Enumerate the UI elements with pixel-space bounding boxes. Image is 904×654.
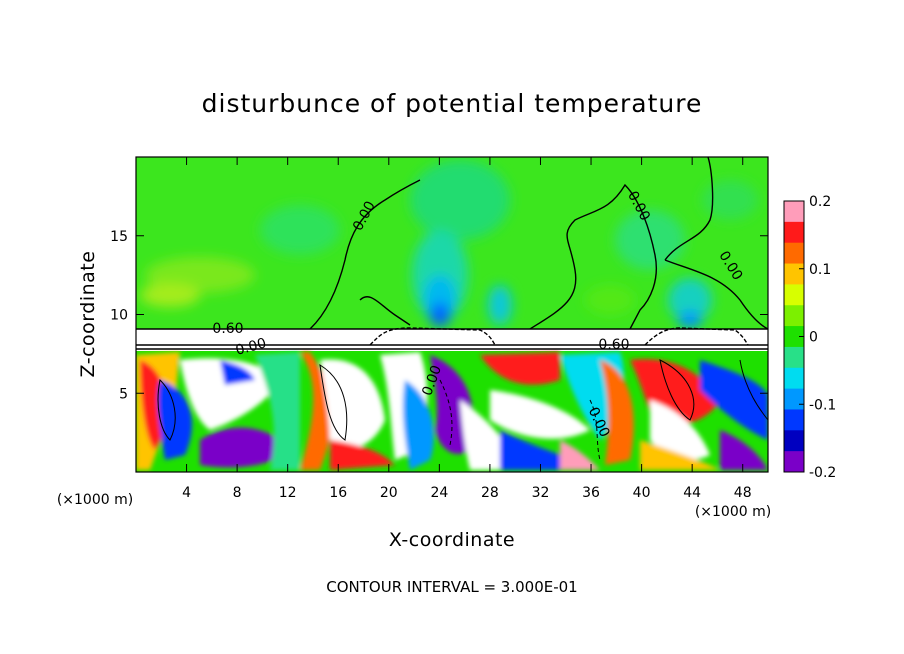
x-tick-label: 32 (532, 485, 550, 501)
contour-inv-bottom (136, 344, 768, 350)
contour-low-5 (589, 399, 601, 461)
colorbar-swatch (784, 326, 804, 348)
x-axis-label: X-coordinate (389, 529, 515, 551)
x-tick-label: 12 (279, 485, 297, 501)
colorbar-ticks: 0.2 0.1 0 -0.1 -0.2 (799, 194, 836, 481)
contour-zero-2 (529, 183, 657, 330)
plot-area (136, 157, 768, 472)
colorbar-swatch (784, 263, 804, 285)
colorbar-swatch (784, 201, 804, 223)
colorbar-swatch (784, 346, 804, 369)
contour-zero-3 (664, 157, 768, 330)
contour-label: 0.60 (212, 321, 243, 337)
x-tick-label: 36 (582, 485, 600, 501)
y-tick-label: 5 (119, 386, 128, 402)
x-unit-right: (×1000 m) (695, 504, 771, 520)
colorbar-swatch (784, 388, 804, 410)
contour-zero-1 (309, 179, 421, 330)
field-lower-turbulence (136, 352, 768, 470)
x-tick-label: 28 (481, 485, 499, 501)
x-unit-left: (×1000 m) (57, 492, 133, 508)
contour-interval-note: CONTOUR INTERVAL = 3.000E-01 (326, 578, 577, 596)
x-tick-label: 48 (734, 485, 752, 501)
colorbar-swatch (784, 284, 804, 306)
colorbar-swatch (784, 367, 804, 390)
colorbar-swatch (784, 409, 804, 431)
colorbar-tick-label: 0.2 (809, 194, 831, 210)
x-tick-label: 24 (430, 485, 448, 501)
colorbar-tick-label: -0.2 (809, 465, 836, 481)
chart-title: disturbunce of potential temperature (202, 89, 703, 118)
field-upper-anomalies (140, 160, 758, 328)
colorbar-swatch (784, 242, 804, 265)
contour-low-2 (319, 364, 348, 441)
x-tick-label: 20 (380, 485, 398, 501)
x-tick-label: 44 (683, 485, 701, 501)
x-tick-label: 8 (233, 485, 242, 501)
x-axis: 4 8 12 16 20 24 28 32 36 40 44 48 (182, 157, 752, 501)
contour-low-1 (157, 378, 176, 441)
x-tick-label: 4 (182, 485, 191, 501)
colorbar-swatch (784, 430, 804, 452)
colorbar-tick-label: -0.1 (809, 397, 836, 413)
y-axis: 5 10 15 (110, 229, 768, 402)
colorbar-swatch (784, 221, 804, 244)
contour-label: 0.60 (598, 337, 629, 353)
colorbar-tick-label: 0 (809, 330, 818, 346)
x-tick-label: 40 (633, 485, 651, 501)
colorbar-tick-label: 0.1 (809, 262, 831, 278)
colorbar-swatch (784, 451, 804, 473)
contour-dome-2 (644, 327, 749, 346)
y-axis-label: Z-coordinate (77, 251, 99, 378)
contour-low-6 (739, 359, 768, 421)
contour-low-3 (659, 359, 695, 421)
contour-label: 0.00 (234, 335, 268, 359)
contour-dome-1 (369, 327, 496, 346)
colorbar-swatch (784, 305, 804, 327)
y-tick-label: 10 (110, 308, 128, 324)
contour-lines (136, 157, 768, 461)
y-tick-label: 15 (110, 229, 128, 245)
x-tick-label: 16 (329, 485, 347, 501)
